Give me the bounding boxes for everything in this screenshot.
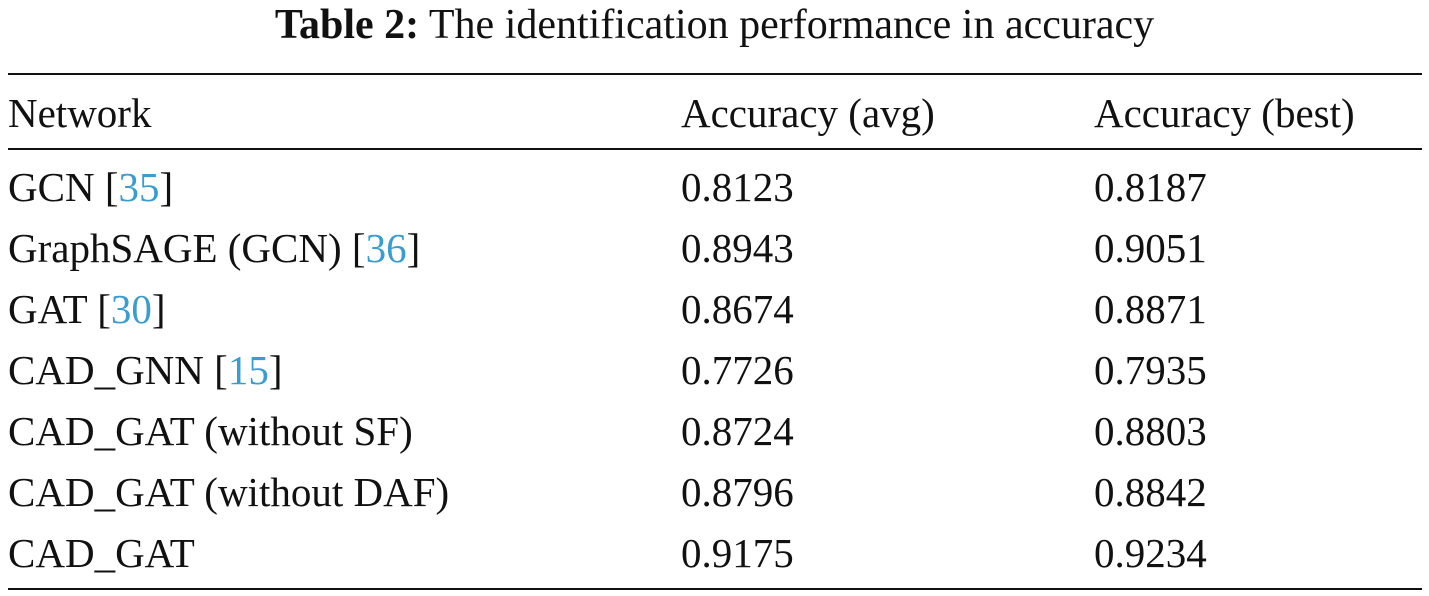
network-name-cell: CAD_GNN [15] bbox=[8, 347, 283, 393]
network-name-cell: GAT [30] bbox=[8, 286, 166, 332]
network-name: CAD_GNN bbox=[8, 347, 204, 393]
network-name: CAD_GAT bbox=[8, 530, 195, 576]
header-network: Network bbox=[8, 90, 152, 136]
network-name-cell: CAD_GAT (without SF) bbox=[8, 406, 413, 456]
network-name-cell: CAD_GAT (without DAF) bbox=[8, 467, 449, 517]
network-name-cell: CAD_GAT bbox=[8, 528, 195, 578]
network-name-cell: GCN [35] bbox=[8, 164, 174, 210]
citation-link[interactable]: 15 bbox=[227, 347, 269, 393]
accuracy-best-cell: 0.8803 bbox=[1094, 408, 1207, 454]
bottom-rule bbox=[8, 588, 1422, 590]
top-rule bbox=[8, 73, 1422, 75]
network-name: GAT bbox=[8, 286, 87, 332]
network-name: GraphSAGE (GCN) bbox=[8, 225, 342, 271]
header-accuracy-best: Accuracy (best) bbox=[1094, 90, 1355, 136]
caption-text: The identification performance in accura… bbox=[428, 2, 1155, 48]
citation-link[interactable]: 30 bbox=[110, 286, 152, 332]
network-name: GCN bbox=[8, 164, 95, 210]
accuracy-best-cell: 0.7935 bbox=[1094, 347, 1207, 393]
accuracy-avg-cell: 0.9175 bbox=[681, 530, 794, 576]
accuracy-avg-cell: 0.8724 bbox=[681, 408, 794, 454]
accuracy-best-cell: 0.9234 bbox=[1094, 530, 1207, 576]
table-caption: Table 2: The identification performance … bbox=[0, 0, 1429, 50]
citation-link[interactable]: 35 bbox=[118, 164, 160, 210]
accuracy-avg-cell: 0.8123 bbox=[681, 164, 794, 210]
accuracy-avg-cell: 0.8674 bbox=[681, 286, 794, 332]
header-accuracy-avg: Accuracy (avg) bbox=[681, 90, 935, 136]
accuracy-best-cell: 0.8842 bbox=[1094, 469, 1207, 515]
accuracy-best-cell: 0.8187 bbox=[1094, 164, 1207, 210]
caption-label: Table 2: bbox=[274, 2, 420, 48]
header-rule bbox=[8, 148, 1422, 150]
network-name: CAD_GAT (without SF) bbox=[8, 408, 413, 454]
accuracy-best-cell: 0.8871 bbox=[1094, 286, 1207, 332]
accuracy-avg-cell: 0.8796 bbox=[681, 469, 794, 515]
network-name: CAD_GAT (without DAF) bbox=[8, 469, 450, 515]
accuracy-best-cell: 0.9051 bbox=[1094, 225, 1207, 271]
accuracy-avg-cell: 0.8943 bbox=[681, 225, 794, 271]
accuracy-avg-cell: 0.7726 bbox=[681, 347, 794, 393]
network-name-cell: GraphSAGE (GCN) [36] bbox=[8, 225, 421, 271]
citation-link[interactable]: 36 bbox=[365, 225, 407, 271]
